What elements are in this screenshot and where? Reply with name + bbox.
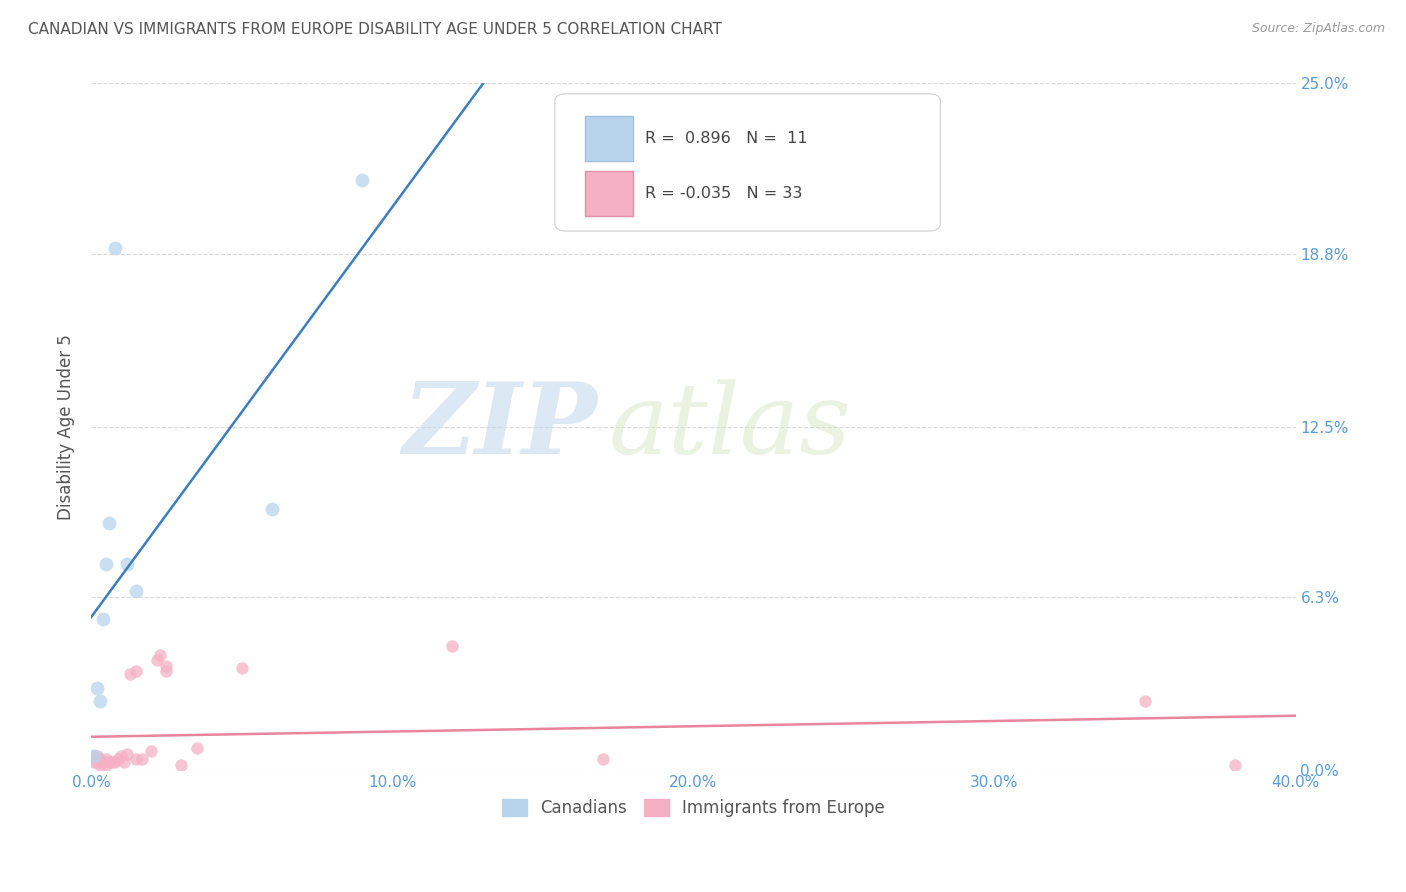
- Point: [83, 749, 105, 764]
- Point: [170, 757, 193, 772]
- Point: [125, 752, 148, 766]
- Point: [110, 749, 132, 764]
- Point: [117, 557, 139, 571]
- Text: ZIP: ZIP: [402, 378, 598, 475]
- Point: [89, 752, 111, 766]
- Point: [260, 502, 283, 516]
- Point: [155, 664, 177, 678]
- Point: [91, 755, 114, 769]
- Point: [131, 752, 153, 766]
- Point: [141, 744, 163, 758]
- Point: [441, 640, 464, 654]
- Point: [146, 653, 169, 667]
- Text: R = -0.035   N = 33: R = -0.035 N = 33: [645, 186, 803, 201]
- Point: [86, 755, 108, 769]
- Point: [83, 755, 105, 769]
- FancyBboxPatch shape: [585, 171, 633, 216]
- Point: [91, 755, 114, 769]
- Y-axis label: Disability Age Under 5: Disability Age Under 5: [58, 334, 75, 520]
- Point: [96, 752, 118, 766]
- Point: [186, 741, 208, 756]
- Point: [86, 749, 108, 764]
- Point: [104, 241, 127, 255]
- Point: [89, 757, 111, 772]
- Point: [96, 557, 118, 571]
- Point: [117, 747, 139, 761]
- Point: [592, 752, 614, 766]
- Point: [1225, 757, 1247, 772]
- Text: R =  0.896   N =  11: R = 0.896 N = 11: [645, 131, 808, 146]
- Point: [91, 612, 114, 626]
- Legend: Canadians, Immigrants from Europe: Canadians, Immigrants from Europe: [495, 792, 891, 823]
- Point: [125, 584, 148, 599]
- Text: CANADIAN VS IMMIGRANTS FROM EUROPE DISABILITY AGE UNDER 5 CORRELATION CHART: CANADIAN VS IMMIGRANTS FROM EUROPE DISAB…: [28, 22, 723, 37]
- Point: [96, 757, 118, 772]
- Point: [104, 755, 127, 769]
- Point: [231, 661, 253, 675]
- Point: [149, 648, 172, 662]
- Point: [125, 664, 148, 678]
- Text: Source: ZipAtlas.com: Source: ZipAtlas.com: [1251, 22, 1385, 36]
- Point: [98, 516, 121, 530]
- Point: [120, 666, 142, 681]
- Text: atlas: atlas: [609, 379, 852, 475]
- FancyBboxPatch shape: [585, 116, 633, 161]
- Point: [1133, 694, 1156, 708]
- Point: [83, 749, 105, 764]
- Point: [352, 172, 374, 186]
- Point: [98, 755, 121, 769]
- Point: [89, 694, 111, 708]
- Point: [107, 752, 129, 766]
- Point: [86, 681, 108, 695]
- FancyBboxPatch shape: [555, 94, 941, 231]
- Point: [155, 658, 177, 673]
- Point: [112, 755, 135, 769]
- Point: [101, 755, 124, 769]
